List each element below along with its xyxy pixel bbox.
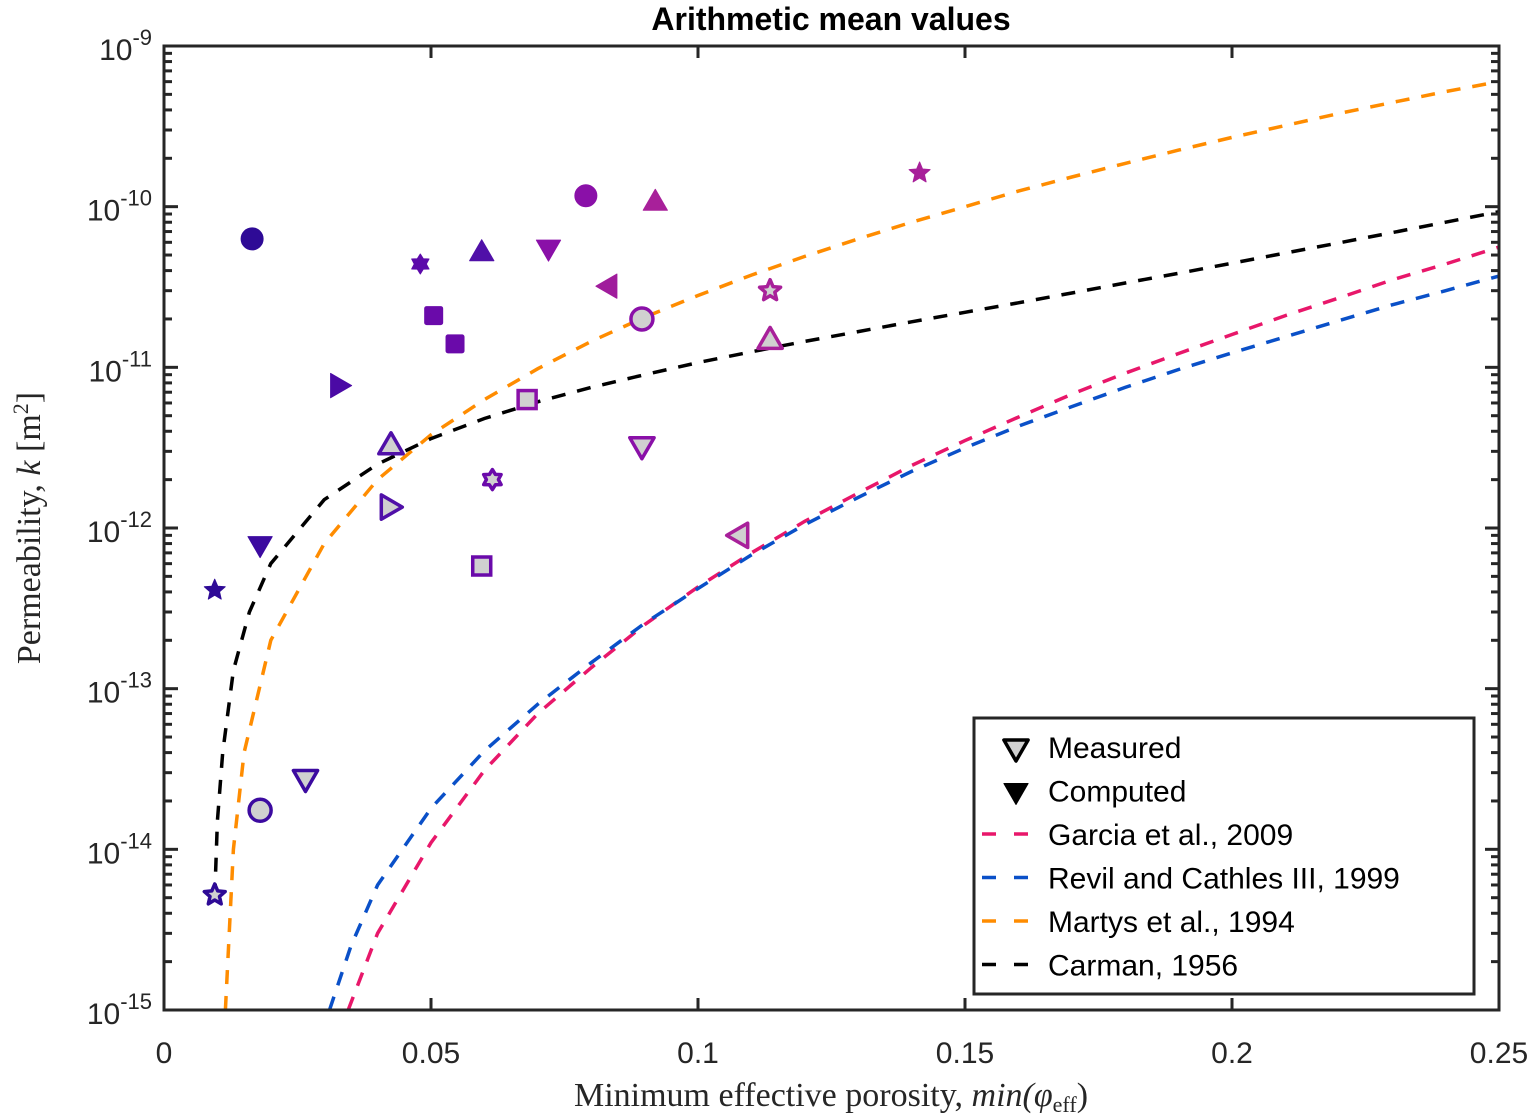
- measured-marker-pentagram: [202, 882, 227, 906]
- computed-marker-triangle-right: [330, 372, 353, 399]
- y-tick-label: 10-9: [99, 25, 152, 67]
- computed-marker-square: [445, 334, 465, 354]
- legend-item: Martys et al., 1994: [982, 906, 1295, 939]
- y-tick-label: 10-15: [87, 989, 152, 1031]
- x-tick-label: 0.2: [1211, 1037, 1253, 1070]
- computed-marker-square: [424, 306, 444, 326]
- model-line-revil-and-cathles-iii-1999: [327, 274, 1499, 1010]
- legend-item: Revil and Cathles III, 1999: [982, 863, 1400, 896]
- model-line-garcia-et-al-2009: [346, 245, 1499, 1010]
- legend-marker-computed-icon: [1003, 783, 1029, 805]
- legend-label: Computed: [1048, 776, 1186, 809]
- x-tick-label: 0: [156, 1037, 173, 1070]
- legend-box: [972, 716, 1476, 996]
- x-tick-label: 0.25: [1470, 1037, 1528, 1070]
- legend-label: Revil and Cathles III, 1999: [1048, 863, 1400, 896]
- y-tick-labels: 10-15 10-14 10-13 10-12 10-11 10-10 10-9: [87, 25, 152, 1031]
- data-markers: [202, 161, 931, 906]
- measured-marker-triangle-up: [377, 431, 405, 456]
- computed-marker-triangle-up: [469, 239, 495, 262]
- legend-item: Garcia et al., 2009: [982, 819, 1293, 852]
- measured-marker-triangle-left: [724, 521, 750, 550]
- legend-label: Carman, 1956: [1048, 950, 1238, 983]
- x-tick-label: 0.1: [677, 1037, 719, 1070]
- chart-title: Arithmetic mean values: [651, 1, 1010, 37]
- measured-marker-triangle-down: [628, 435, 656, 461]
- x-axis-label: Minimum effective porosity, min(φeff): [574, 1077, 1088, 1117]
- model-line-carman-1956: [212, 209, 1499, 898]
- computed-marker-triangle-left: [595, 273, 618, 299]
- x-tick-labels: 0 0.05 0.1 0.15 0.2 0.25: [156, 1037, 1529, 1070]
- x-tick-label: 0.05: [402, 1037, 460, 1070]
- y-axis-label: Permeability, k [m2]: [8, 392, 48, 664]
- legend-label: Garcia et al., 2009: [1048, 819, 1293, 852]
- legend-marker-measured-icon: [1002, 738, 1030, 763]
- measured-marker-hexagram: [481, 467, 503, 492]
- y-tick-label: 10-14: [87, 828, 152, 870]
- legend-label: Measured: [1048, 732, 1181, 765]
- computed-marker-pentagram: [908, 161, 931, 183]
- measured-marker-triangle-right: [379, 493, 405, 521]
- legend-item: Carman, 1956: [982, 950, 1238, 983]
- legend-item: Measured: [1002, 732, 1181, 765]
- measured-marker-triangle-up: [756, 325, 784, 351]
- legend-item: Computed: [1003, 776, 1186, 809]
- measured-marker-pentagram: [757, 277, 783, 302]
- computed-marker-circle: [574, 184, 598, 208]
- computed-marker-hexagram: [411, 253, 430, 275]
- model-lines: [212, 79, 1499, 1010]
- x-tick-label: 0.15: [936, 1037, 994, 1070]
- y-tick-label: 10-13: [87, 668, 152, 710]
- measured-marker-square: [470, 555, 493, 577]
- y-tick-label: 10-12: [87, 507, 152, 549]
- computed-marker-triangle-down: [247, 536, 273, 559]
- computed-marker-circle: [240, 227, 264, 251]
- computed-marker-triangle-up: [642, 188, 668, 211]
- computed-marker-triangle-down: [535, 239, 562, 262]
- measured-marker-triangle-down: [291, 768, 320, 794]
- computed-marker-pentagram: [203, 578, 226, 600]
- measured-marker-square: [516, 388, 538, 411]
- y-tick-label: 10-11: [88, 346, 152, 388]
- model-line-martys-et-al-1994: [223, 79, 1499, 1010]
- legend: Measured Computed Garcia et al., 2009 Revil…: [972, 716, 1476, 996]
- y-tick-label: 10-10: [87, 186, 152, 228]
- measured-marker-circle: [629, 306, 655, 332]
- measured-marker-circle: [247, 797, 273, 824]
- plot-area: [162, 44, 1501, 1012]
- axis-ticks: [162, 44, 1501, 1012]
- legend-label: Martys et al., 1994: [1048, 906, 1295, 939]
